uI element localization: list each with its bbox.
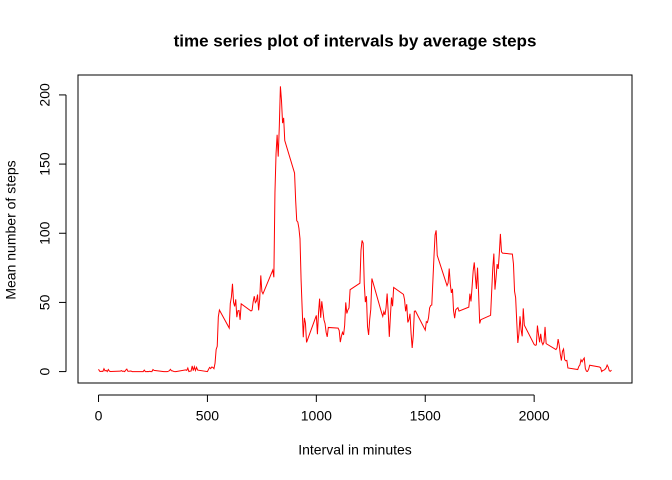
y-tick-label: 100 <box>37 221 53 245</box>
plot-box <box>77 74 633 384</box>
x-tick-label: 2000 <box>519 408 550 424</box>
x-tick-label: 1000 <box>301 408 332 424</box>
x-tick-label: 1500 <box>410 408 441 424</box>
y-axis-label: Mean number of steps <box>3 160 19 299</box>
data-line <box>98 86 612 373</box>
y-tick-label: 50 <box>37 294 53 310</box>
x-tick-label: 0 <box>95 408 103 424</box>
y-tick-label: 150 <box>37 152 53 176</box>
x-axis-label: Interval in minutes <box>298 442 412 458</box>
y-tick-label: 200 <box>37 83 53 107</box>
chart-title: time series plot of intervals by average… <box>174 31 537 50</box>
x-tick-label: 500 <box>196 408 220 424</box>
y-tick-label: 0 <box>37 367 53 375</box>
